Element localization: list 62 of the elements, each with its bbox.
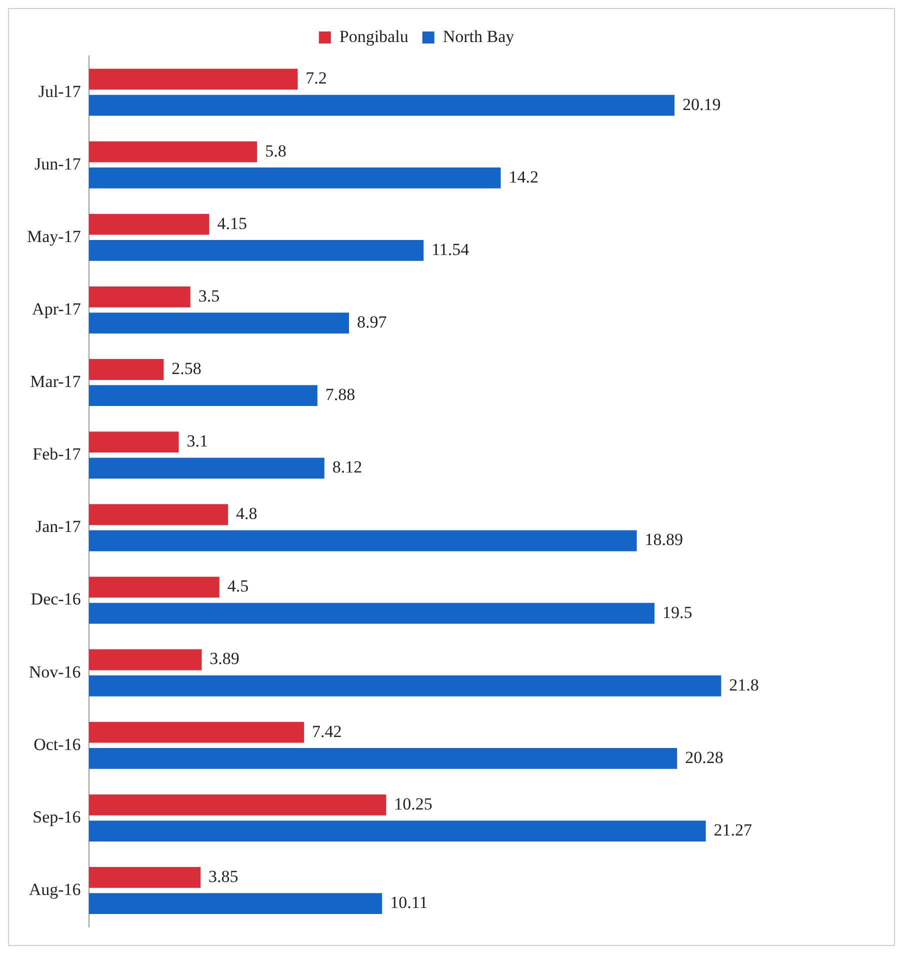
bar xyxy=(88,458,324,479)
bar xyxy=(88,286,190,308)
bar xyxy=(88,141,258,162)
bar xyxy=(88,748,678,769)
data-label: 20.28 xyxy=(685,748,724,767)
data-label: 20.19 xyxy=(682,94,721,114)
y-tick-label: Apr-17 xyxy=(32,299,82,318)
bar xyxy=(88,359,164,380)
data-label: 19.5 xyxy=(662,602,692,622)
y-tick-label: Oct-16 xyxy=(34,734,81,754)
data-label: 8.97 xyxy=(357,312,388,332)
data-label: 3.89 xyxy=(210,649,240,668)
data-label: 21.27 xyxy=(714,820,753,840)
data-label: 8.12 xyxy=(332,458,362,477)
bar xyxy=(88,530,637,552)
data-label: 7.42 xyxy=(312,722,342,741)
bar xyxy=(88,576,220,598)
data-label: 7.88 xyxy=(325,385,356,404)
data-label: 2.58 xyxy=(172,358,202,378)
data-label: 5.8 xyxy=(265,141,286,160)
data-label: 10.11 xyxy=(390,893,428,912)
data-label: 3.85 xyxy=(208,866,238,886)
data-label: 21.8 xyxy=(729,675,759,694)
y-tick-label: Nov-16 xyxy=(28,662,81,682)
data-label: 3.1 xyxy=(186,432,208,451)
bar xyxy=(88,794,386,816)
bar xyxy=(88,649,202,670)
y-tick-label: Jun-17 xyxy=(34,154,82,174)
data-label: 7.2 xyxy=(306,68,327,88)
data-label: 11.54 xyxy=(432,240,470,259)
bar xyxy=(88,820,706,842)
data-label: 4.5 xyxy=(227,576,249,596)
bar xyxy=(88,214,210,235)
bar xyxy=(88,240,424,261)
bar xyxy=(88,167,501,188)
bar xyxy=(88,893,382,914)
y-tick-label: Feb-17 xyxy=(32,444,82,464)
data-label: 4.15 xyxy=(217,214,247,233)
y-tick-label: May-17 xyxy=(26,226,82,246)
bar xyxy=(88,312,350,334)
bar xyxy=(88,68,298,90)
bar xyxy=(88,94,674,116)
data-label: 18.89 xyxy=(644,530,684,550)
bar xyxy=(88,504,228,526)
y-tick-label: Jul-17 xyxy=(38,82,82,101)
legend-label: North Bay xyxy=(442,26,515,46)
data-label: 3.5 xyxy=(198,286,220,306)
bar xyxy=(88,675,722,696)
bar xyxy=(88,602,654,624)
y-tick-label: Dec-16 xyxy=(30,590,81,609)
data-label: 4.8 xyxy=(236,504,258,524)
bar xyxy=(88,432,179,453)
y-tick-label: Mar-17 xyxy=(30,372,82,392)
y-tick-label: Sep-16 xyxy=(32,807,81,826)
data-label: 10.25 xyxy=(394,794,432,814)
bar xyxy=(88,722,304,743)
data-label: 14.2 xyxy=(508,167,538,186)
y-tick-label: Aug-16 xyxy=(28,880,81,899)
legend-label: Pongibalu xyxy=(339,26,409,46)
y-tick-label: Jan-17 xyxy=(35,517,82,536)
bar xyxy=(88,867,200,888)
bar xyxy=(88,385,318,406)
